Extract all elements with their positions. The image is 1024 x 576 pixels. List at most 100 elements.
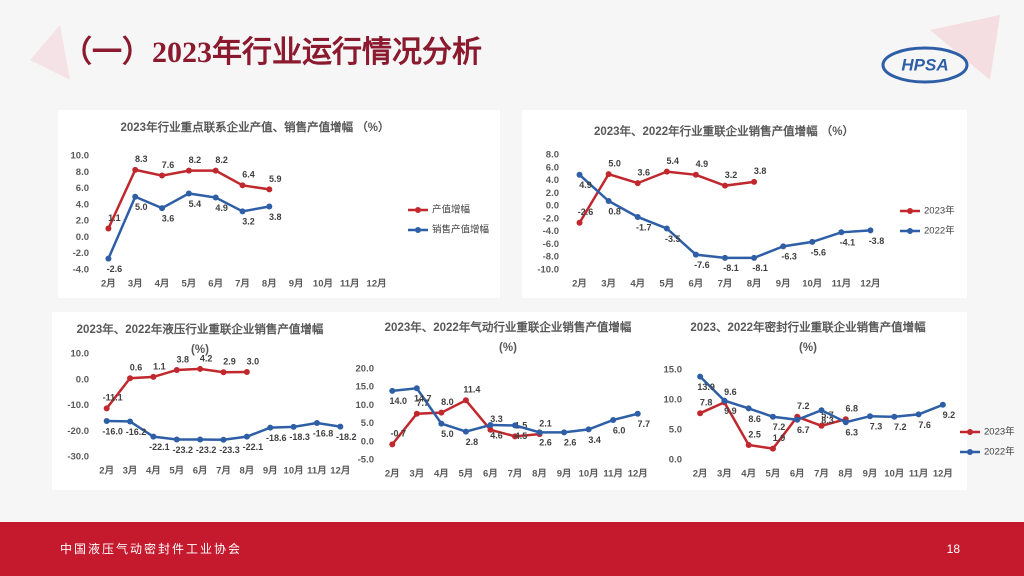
data-label: 5.4 xyxy=(189,199,202,209)
x-tick-label: 7月 xyxy=(718,279,733,290)
decoration xyxy=(930,15,1000,80)
charts: 2023年行业重点联系企业产值、销售产值增幅 （%）-4.0-2.00.02.0… xyxy=(67,120,1015,479)
data-point xyxy=(413,410,420,417)
data-label: 3.0 xyxy=(247,356,260,366)
data-point xyxy=(576,219,583,226)
data-label: -23.2 xyxy=(173,445,194,455)
data-point xyxy=(939,401,946,408)
data-label: 4.9 xyxy=(215,203,228,213)
x-tick-label: 3月 xyxy=(717,469,732,480)
data-label: 14.0 xyxy=(390,396,408,406)
data-label: 2.9 xyxy=(223,357,236,367)
x-tick-label: 5月 xyxy=(766,469,781,480)
data-point xyxy=(663,168,670,175)
data-label: -23.2 xyxy=(196,445,217,455)
data-point xyxy=(915,411,922,418)
y-tick-label: 0.0 xyxy=(76,374,89,385)
data-label: -2.6 xyxy=(107,264,123,274)
x-tick-label: 9月 xyxy=(289,279,304,290)
data-label: 2.8 xyxy=(466,437,479,447)
x-tick-label: 7月 xyxy=(235,279,250,290)
y-tick-label: 10.0 xyxy=(664,395,683,406)
data-point xyxy=(634,213,641,220)
y-tick-label: 15.0 xyxy=(356,382,375,393)
data-point xyxy=(512,422,518,429)
data-label: -16.2 xyxy=(126,427,147,437)
data-point xyxy=(220,369,227,376)
data-label: 1.5 xyxy=(515,421,528,431)
data-label: -5.6 xyxy=(811,247,827,257)
data-label: 2.6 xyxy=(539,438,552,448)
data-point xyxy=(159,205,166,212)
data-label: 3.8 xyxy=(177,354,190,364)
data-point xyxy=(438,420,445,427)
chart-title: 2023年、2022年气动行业重联企业销售产值增幅 xyxy=(385,320,632,334)
y-tick-label: 0.0 xyxy=(669,455,682,466)
y-tick-label: 6.0 xyxy=(76,183,89,194)
data-point xyxy=(132,166,139,173)
legend-label: 2022年 xyxy=(984,446,1015,458)
data-label: -16.8 xyxy=(313,428,334,438)
y-tick-label: -10.0 xyxy=(537,265,559,276)
y-tick-label: -6.0 xyxy=(543,239,559,250)
legend-label: 2023年 xyxy=(924,205,955,217)
data-point xyxy=(197,436,204,443)
data-point xyxy=(663,225,670,232)
data-point xyxy=(438,409,445,416)
data-label: 5.9 xyxy=(269,174,282,184)
chart-panel xyxy=(352,312,650,490)
data-label: 9.2 xyxy=(943,410,956,420)
data-label: 3.3 xyxy=(490,414,503,424)
data-point xyxy=(159,172,166,179)
data-point xyxy=(337,423,344,430)
data-point xyxy=(512,433,518,440)
x-tick-label: 9月 xyxy=(263,466,278,477)
legend-marker xyxy=(907,228,913,234)
y-tick-label: 0.0 xyxy=(76,232,89,243)
chart-subtitle: (%) xyxy=(191,344,209,356)
data-point xyxy=(105,255,112,262)
data-label: -3.5 xyxy=(665,234,681,244)
data-point xyxy=(132,193,139,200)
data-point xyxy=(891,413,898,420)
data-label: -3.8 xyxy=(869,236,885,246)
legend-label: 2023年 xyxy=(984,426,1015,438)
x-tick-label: 8月 xyxy=(532,469,547,480)
x-tick-label: 3月 xyxy=(128,279,143,290)
x-tick-label: 10月 xyxy=(884,469,904,480)
y-tick-label: -8.0 xyxy=(543,252,559,263)
data-point xyxy=(127,375,134,382)
data-label: 6.3 xyxy=(846,428,859,438)
data-label: -8.1 xyxy=(752,263,768,273)
x-tick-label: 10月 xyxy=(802,279,822,290)
data-point xyxy=(150,373,157,380)
data-label: 0.8 xyxy=(608,206,621,216)
y-tick-label: 4.0 xyxy=(76,199,89,210)
data-label: 2.1 xyxy=(539,419,552,429)
y-tick-label: 2.0 xyxy=(76,216,89,227)
data-label: 14.7 xyxy=(414,394,432,404)
data-label: 11.4 xyxy=(463,385,480,395)
data-point xyxy=(751,254,758,261)
x-tick-label: 9月 xyxy=(863,469,878,480)
x-tick-label: 5月 xyxy=(659,279,674,290)
data-label: -6.3 xyxy=(781,252,797,262)
data-label: 4.9 xyxy=(579,180,592,190)
y-tick-label: -4.0 xyxy=(543,226,559,237)
data-label: -18.6 xyxy=(266,433,287,443)
data-label: 4.2 xyxy=(200,353,213,363)
data-point xyxy=(610,416,617,423)
data-point xyxy=(173,366,180,373)
data-label: 13.9 xyxy=(697,382,715,392)
chart-subtitle: (%) xyxy=(799,342,817,354)
y-tick-label: 5.0 xyxy=(669,425,682,436)
data-label: 7.2 xyxy=(797,401,810,411)
data-label: 7.6 xyxy=(162,160,175,170)
data-label: 7.8 xyxy=(700,398,713,408)
x-tick-label: 6月 xyxy=(689,279,704,290)
data-point xyxy=(103,405,110,412)
data-label: 5.0 xyxy=(608,159,621,169)
x-tick-label: 2月 xyxy=(693,469,708,480)
data-point xyxy=(487,426,494,433)
data-point xyxy=(103,417,110,424)
